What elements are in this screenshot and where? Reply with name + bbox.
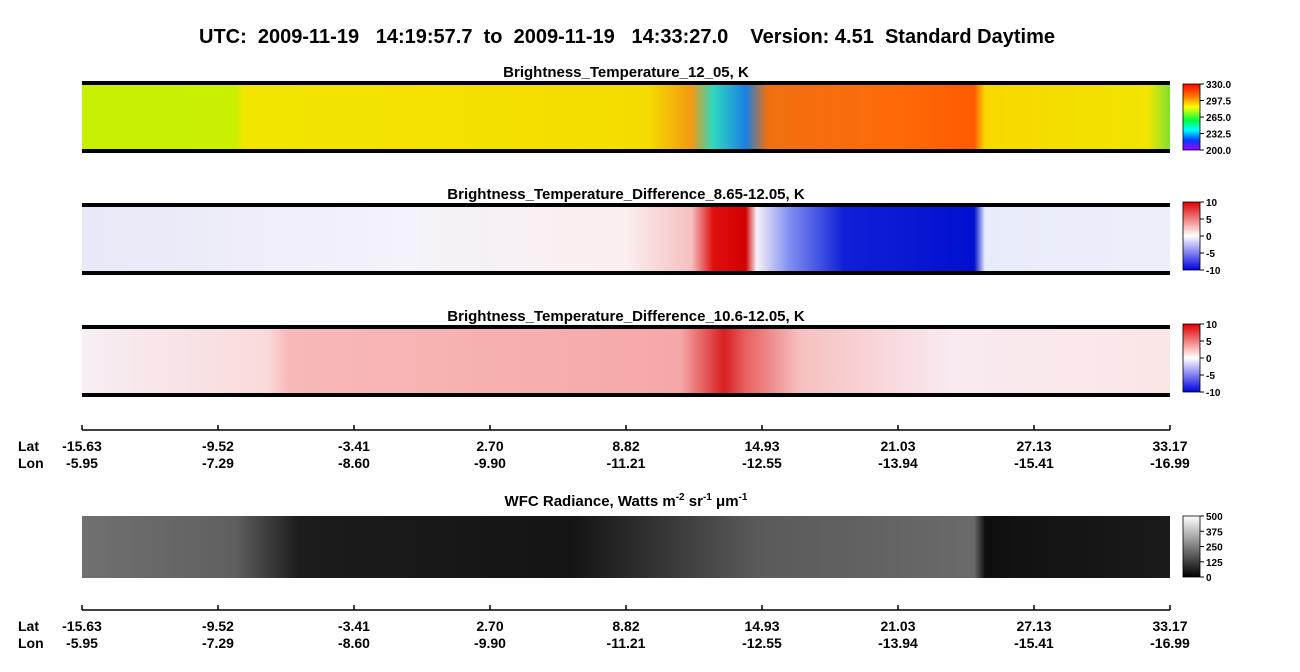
lat-label: 27.13 — [1016, 438, 1051, 454]
colorbar-label: -10 — [1206, 266, 1221, 277]
lon-label: -5.95 — [66, 455, 98, 471]
panel-title: WFC Radiance, Watts m-2 sr-1 μm-1 — [505, 492, 748, 510]
lat-label: -3.41 — [338, 618, 370, 634]
lat-label: 33.17 — [1152, 618, 1187, 634]
lon-label: -12.55 — [742, 635, 782, 651]
colorbar-label: 5 — [1206, 215, 1212, 226]
lat-label: 21.03 — [880, 618, 915, 634]
lon-label: -11.21 — [607, 455, 646, 471]
colorbar — [1182, 323, 1201, 393]
row-label: Lon — [18, 635, 44, 651]
colorbar-label: 232.5 — [1206, 130, 1231, 141]
lat-label: -3.41 — [338, 438, 370, 454]
lon-label: -15.41 — [1014, 635, 1054, 651]
swath-edge — [82, 81, 1170, 85]
lon-label: -5.95 — [66, 635, 98, 651]
lat-label: 8.82 — [612, 438, 639, 454]
lon-label: -11.21 — [607, 635, 646, 651]
swath-edge — [82, 203, 1170, 207]
title-part: sr — [685, 493, 704, 510]
colorbar-label: -5 — [1206, 371, 1215, 382]
superscript: -1 — [739, 492, 748, 503]
lat-label: 33.17 — [1152, 438, 1187, 454]
page-title: UTC: 2009-11-19 14:19:57.7 to 2009-11-19… — [199, 26, 1055, 48]
swath-edge — [82, 325, 1170, 329]
panel-title: Brightness_Temperature_12_05, K — [503, 64, 749, 81]
colorbar-label: 10 — [1206, 198, 1218, 209]
colorbar-label: -10 — [1206, 388, 1221, 399]
lon-label: -8.60 — [338, 455, 370, 471]
colorbar-label: 0 — [1206, 354, 1212, 365]
lat-label: 2.70 — [476, 618, 503, 634]
title-part: WFC Radiance, Watts m — [505, 493, 676, 510]
lat-label: 14.93 — [744, 618, 779, 634]
title-part: μm — [712, 493, 739, 510]
colorbar-label: 297.5 — [1206, 97, 1231, 108]
colorbar-label: 0 — [1206, 232, 1212, 243]
colorbar-label: 375 — [1206, 527, 1223, 538]
colorbar — [1182, 83, 1201, 151]
colorbar-label: 0 — [1206, 573, 1212, 584]
lon-label: -7.29 — [202, 455, 234, 471]
colorbar-label: 200.0 — [1206, 146, 1231, 157]
colorbar-label: 330.0 — [1206, 80, 1231, 91]
lon-label: -13.94 — [878, 455, 918, 471]
lon-label: -15.41 — [1014, 455, 1054, 471]
swath-edge — [82, 149, 1170, 153]
lat-label: -15.63 — [62, 438, 102, 454]
swath-edge — [82, 271, 1170, 275]
colorbar-label: -5 — [1206, 249, 1215, 260]
row-label: Lat — [18, 438, 39, 454]
lat-label: 8.82 — [612, 618, 639, 634]
lon-label: -12.55 — [742, 455, 782, 471]
swath-edge — [82, 393, 1170, 397]
lat-label: 21.03 — [880, 438, 915, 454]
lon-label: -16.99 — [1150, 635, 1190, 651]
swath-image — [82, 328, 1170, 394]
lat-label: -15.63 — [62, 618, 102, 634]
colorbar — [1182, 515, 1201, 578]
lat-label: 2.70 — [476, 438, 503, 454]
colorbar-label: 500 — [1206, 512, 1223, 523]
colorbar — [1182, 201, 1201, 271]
lon-label: -8.60 — [338, 635, 370, 651]
superscript: -1 — [703, 492, 712, 503]
lon-label: -9.90 — [474, 635, 506, 651]
lat-label: 27.13 — [1016, 618, 1051, 634]
lat-label: -9.52 — [202, 618, 234, 634]
colorbar-label: 5 — [1206, 337, 1212, 348]
lon-label: -13.94 — [878, 635, 918, 651]
colorbar-label: 125 — [1206, 558, 1223, 569]
panel-title: Brightness_Temperature_Difference_8.65-1… — [447, 186, 805, 203]
colorbar-label: 250 — [1206, 543, 1223, 554]
superscript: -2 — [676, 492, 685, 503]
lat-label: 14.93 — [744, 438, 779, 454]
lon-label: -16.99 — [1150, 455, 1190, 471]
colorbar-label: 265.0 — [1206, 113, 1231, 124]
swath-image — [82, 84, 1170, 150]
lat-label: -9.52 — [202, 438, 234, 454]
panel-title: Brightness_Temperature_Difference_10.6-1… — [447, 308, 805, 325]
lon-label: -9.90 — [474, 455, 506, 471]
lon-label: -7.29 — [202, 635, 234, 651]
swath-image — [82, 206, 1170, 272]
row-label: Lat — [18, 618, 39, 634]
colorbar-label: 10 — [1206, 320, 1218, 331]
swath-image — [82, 516, 1170, 578]
row-label: Lon — [18, 455, 44, 471]
